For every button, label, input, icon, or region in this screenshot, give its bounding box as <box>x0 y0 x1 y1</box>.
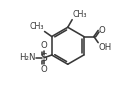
Text: CH₃: CH₃ <box>29 22 44 31</box>
Text: O: O <box>41 41 47 50</box>
Text: O: O <box>99 26 106 35</box>
Text: H₂N: H₂N <box>19 53 36 62</box>
Text: S: S <box>41 53 47 63</box>
Text: CH₃: CH₃ <box>73 10 87 19</box>
Text: OH: OH <box>99 43 112 52</box>
Text: O: O <box>41 65 47 74</box>
